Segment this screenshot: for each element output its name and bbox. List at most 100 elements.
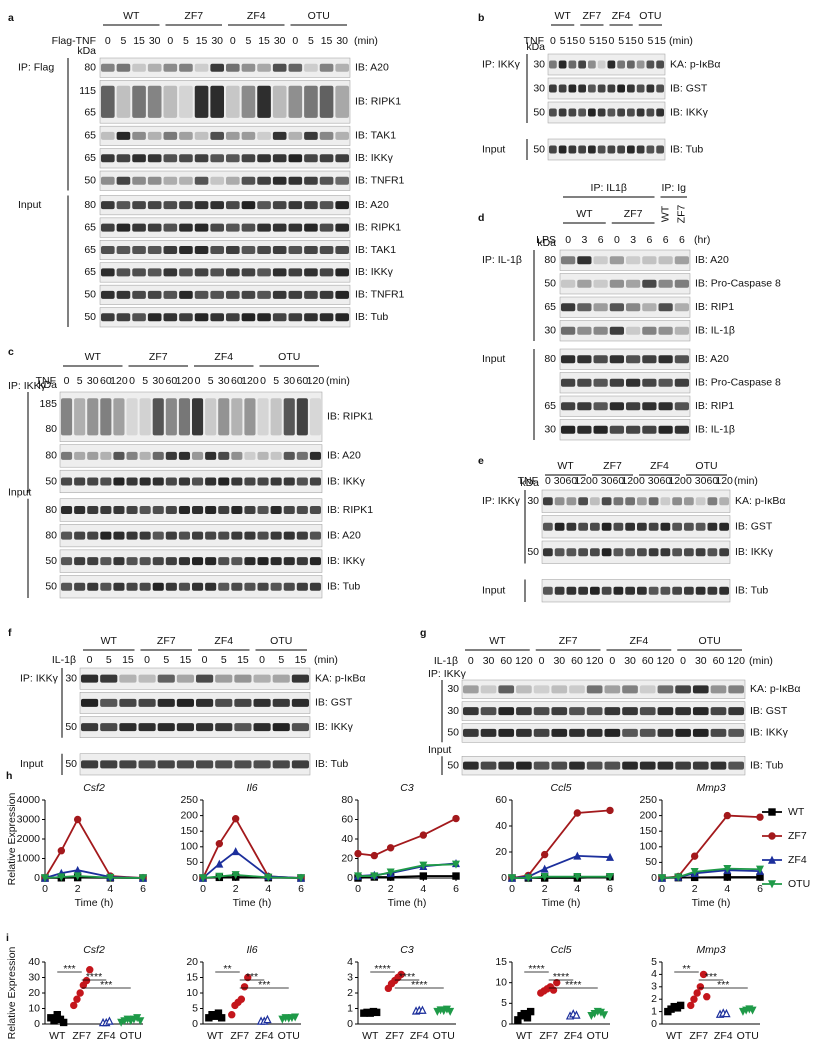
band [218, 451, 230, 460]
band [578, 548, 588, 557]
band [241, 85, 256, 118]
band [218, 398, 230, 436]
band [304, 313, 318, 322]
kda-marker: 50 [527, 546, 539, 558]
time-label: 30 [152, 375, 164, 387]
band [627, 60, 635, 69]
ib-label: IB: GST [750, 705, 788, 717]
band [179, 201, 193, 210]
x-tick-label: 4 [724, 883, 730, 895]
ib-label: IB: TNFR1 [355, 175, 405, 187]
y-tick-label: 50 [645, 856, 657, 868]
band [179, 223, 193, 232]
band [100, 506, 112, 515]
band [656, 145, 664, 154]
x-tick-label: OTU [120, 1030, 142, 1042]
band [304, 246, 318, 255]
band [577, 326, 592, 335]
significance-label: **** [86, 971, 102, 983]
marker [703, 993, 711, 1001]
marker [540, 864, 549, 873]
blot-strip [59, 391, 323, 442]
band [319, 201, 334, 210]
x-tick-label: 0 [509, 883, 515, 895]
band [607, 60, 616, 69]
time-label: 30 [554, 475, 566, 487]
band [196, 674, 214, 683]
band [607, 108, 616, 117]
marker [105, 1016, 114, 1025]
band [257, 582, 269, 591]
ib-label: IB: IKKγ [750, 727, 789, 739]
band [304, 85, 318, 118]
kda-marker: 30 [447, 683, 459, 695]
band [728, 707, 744, 716]
series-line [511, 809, 611, 879]
band [126, 582, 138, 591]
group-label: ZF4 [612, 10, 631, 22]
band [119, 760, 137, 769]
band [100, 674, 118, 683]
band [257, 477, 269, 486]
band [566, 497, 577, 506]
section-label: Input [482, 353, 505, 365]
ib-label: IB: A20 [355, 199, 389, 211]
marker [73, 872, 82, 881]
marker [755, 865, 765, 874]
ib-label: KA: p-IκBα [735, 495, 785, 507]
band [684, 497, 694, 506]
blot-strip [559, 348, 691, 370]
band [636, 84, 645, 93]
y-tick-label: 20 [186, 956, 198, 968]
band [626, 256, 641, 265]
blot-strip [79, 753, 311, 776]
blot-strip [99, 240, 351, 260]
y-tick-label: 0 [347, 1018, 353, 1030]
band [257, 506, 269, 515]
band [296, 582, 308, 591]
marker [354, 849, 362, 858]
time-label: 15 [567, 35, 579, 47]
band [656, 84, 664, 93]
x-tick-label: 6 [298, 883, 304, 895]
band [569, 685, 585, 694]
band [179, 176, 193, 185]
marker [523, 1014, 532, 1022]
band [568, 84, 577, 93]
band [139, 582, 151, 591]
band [657, 707, 674, 716]
band [309, 477, 321, 486]
ib-label: IB: RIPK1 [355, 221, 401, 233]
time-label: 5 [142, 375, 148, 387]
band [646, 145, 655, 154]
band [139, 557, 151, 566]
band [152, 531, 164, 540]
band [637, 548, 647, 557]
band [126, 451, 138, 460]
ib-label: IB: Tub [327, 581, 360, 593]
band [116, 246, 131, 255]
significance-label: ** [682, 963, 690, 975]
blot-strip [541, 515, 731, 539]
band [304, 154, 318, 163]
band [74, 531, 86, 540]
section-label: Input [20, 758, 43, 770]
marker [237, 995, 246, 1003]
band [270, 531, 282, 540]
band [101, 290, 115, 299]
ib-label: IB: GST [315, 697, 353, 709]
band [100, 557, 112, 566]
band [607, 84, 616, 93]
kda-marker: 115 [79, 85, 96, 97]
band [304, 201, 318, 210]
band [194, 313, 209, 322]
band [586, 728, 603, 737]
band [205, 477, 217, 486]
band [165, 582, 177, 591]
band [101, 154, 115, 163]
kda-marker: 80 [544, 254, 556, 266]
blot-strip [559, 320, 691, 342]
time-label: 5 [308, 35, 314, 47]
marker [231, 815, 240, 823]
band [558, 60, 567, 69]
